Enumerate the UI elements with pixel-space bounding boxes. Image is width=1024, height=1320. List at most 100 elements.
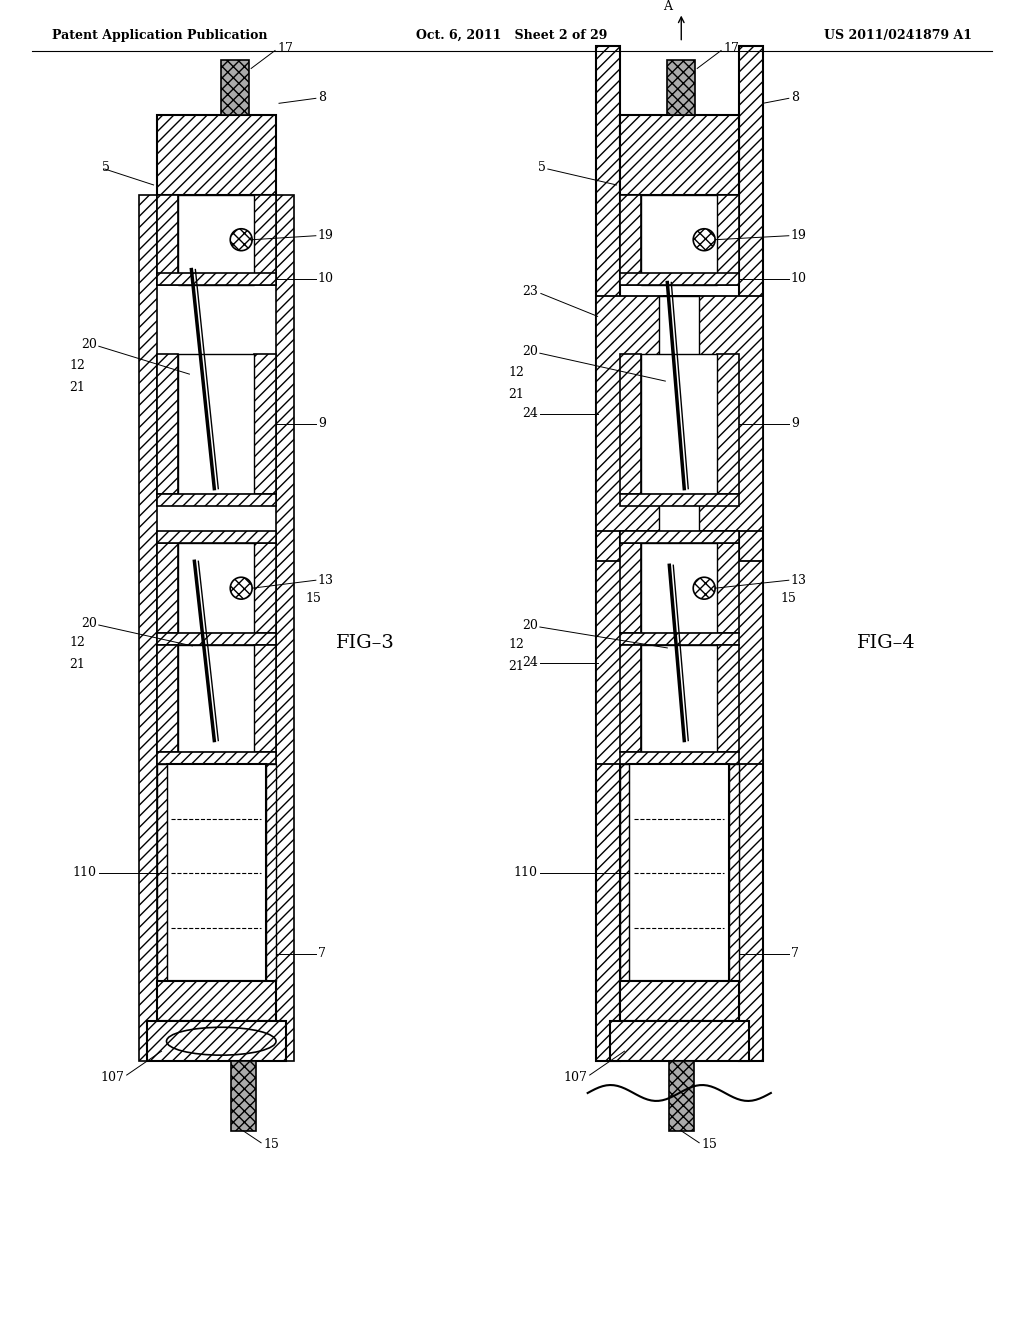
Bar (254, 544, 276, 634)
Bar (620, 752, 739, 764)
Bar (157, 982, 276, 1022)
Bar (717, 645, 739, 752)
Bar (157, 532, 276, 544)
Text: 15: 15 (263, 1138, 279, 1151)
Bar (178, 195, 254, 285)
Text: 10: 10 (317, 272, 334, 285)
Bar (620, 544, 641, 634)
Bar (254, 195, 276, 285)
Text: 21: 21 (508, 388, 524, 400)
Bar (620, 272, 739, 285)
Bar (641, 195, 717, 285)
Text: 19: 19 (791, 230, 807, 243)
Text: 7: 7 (317, 946, 326, 960)
Text: 9: 9 (791, 417, 799, 430)
Text: 9: 9 (317, 417, 326, 430)
Bar (231, 1061, 256, 1131)
Bar (717, 354, 739, 494)
Bar (157, 272, 276, 285)
Bar (146, 1022, 286, 1061)
Text: 20: 20 (522, 619, 538, 631)
Text: 13: 13 (791, 574, 807, 586)
Bar (659, 297, 699, 532)
Text: 24: 24 (522, 408, 538, 421)
Bar (157, 494, 276, 506)
Text: 12: 12 (69, 636, 85, 649)
Bar (620, 982, 739, 1022)
Text: FIG–4: FIG–4 (856, 634, 915, 652)
Bar (596, 46, 620, 1061)
Circle shape (693, 577, 715, 599)
Text: 15: 15 (701, 1138, 717, 1151)
Text: FIG–3: FIG–3 (336, 634, 394, 652)
Bar (670, 1061, 694, 1131)
Bar (178, 354, 254, 494)
Bar (659, 561, 699, 764)
Bar (620, 494, 739, 506)
Text: 107: 107 (100, 1071, 125, 1084)
Bar (157, 645, 178, 752)
Bar (620, 195, 641, 285)
Bar (157, 195, 178, 285)
Bar (620, 634, 739, 645)
Bar (276, 195, 294, 1061)
Bar (739, 46, 763, 1061)
Text: 13: 13 (317, 574, 334, 586)
Text: 21: 21 (69, 659, 85, 672)
Text: 10: 10 (791, 272, 807, 285)
Bar (641, 645, 717, 752)
Text: US 2011/0241879 A1: US 2011/0241879 A1 (824, 29, 972, 42)
Text: 19: 19 (317, 230, 334, 243)
Text: 15: 15 (306, 591, 322, 605)
Bar (641, 544, 717, 634)
Text: 15: 15 (781, 591, 797, 605)
Text: 23: 23 (522, 285, 538, 298)
Bar (620, 764, 630, 982)
Circle shape (230, 228, 252, 251)
Bar (668, 61, 695, 115)
Circle shape (693, 228, 715, 251)
Text: 5: 5 (538, 161, 546, 173)
Bar (620, 354, 641, 494)
Bar (641, 354, 717, 494)
Bar (157, 764, 167, 982)
Bar (620, 645, 641, 752)
Text: 8: 8 (317, 91, 326, 104)
Text: 5: 5 (101, 161, 110, 173)
Bar (717, 195, 739, 285)
Bar (596, 561, 699, 764)
Bar (138, 195, 157, 1061)
Bar (178, 544, 254, 634)
Bar (665, 561, 763, 764)
Text: 12: 12 (508, 366, 524, 379)
Text: 12: 12 (69, 359, 85, 372)
Text: 20: 20 (522, 345, 538, 358)
Bar (221, 61, 249, 115)
Text: 20: 20 (81, 616, 97, 630)
Bar (254, 645, 276, 752)
Bar (729, 764, 739, 982)
Text: Patent Application Publication: Patent Application Publication (52, 29, 267, 42)
Text: A: A (663, 0, 672, 13)
Bar (717, 544, 739, 634)
Bar (157, 634, 276, 645)
Text: 21: 21 (508, 660, 524, 673)
Text: 17: 17 (723, 42, 739, 55)
Bar (630, 764, 729, 982)
Text: 110: 110 (514, 866, 538, 879)
Text: 110: 110 (73, 866, 97, 879)
Bar (157, 354, 178, 494)
Text: Oct. 6, 2011   Sheet 2 of 29: Oct. 6, 2011 Sheet 2 of 29 (417, 29, 607, 42)
Circle shape (230, 577, 252, 599)
Bar (167, 764, 266, 982)
Text: 24: 24 (522, 656, 538, 669)
Text: 12: 12 (508, 639, 524, 652)
Bar (254, 354, 276, 494)
Text: 7: 7 (791, 946, 799, 960)
Bar (157, 752, 276, 764)
Bar (157, 115, 276, 195)
Text: 8: 8 (791, 91, 799, 104)
Bar (157, 544, 178, 634)
Bar (266, 764, 276, 982)
Text: 107: 107 (564, 1071, 588, 1084)
